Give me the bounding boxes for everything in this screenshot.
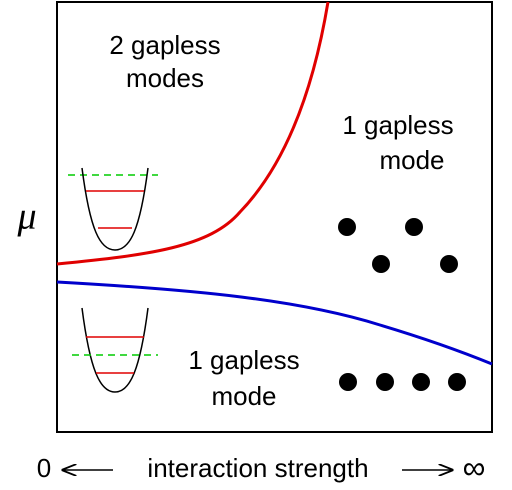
region-label: modes xyxy=(126,63,204,93)
x-label: interaction strength xyxy=(147,453,368,483)
region-label: 1 gapless xyxy=(188,345,299,375)
y-label: μ xyxy=(16,196,36,238)
line-dots xyxy=(339,373,466,391)
region-label: mode xyxy=(379,145,444,175)
upper-well xyxy=(68,168,158,250)
phase-diagram: 2 gapless modes 1 gapless mode 1 gapless… xyxy=(0,0,512,490)
zigzag-dots xyxy=(338,218,458,273)
region-label: mode xyxy=(211,381,276,411)
x-label-start: 0 xyxy=(37,453,51,483)
region-label: 2 gapless xyxy=(109,30,220,60)
lower-well xyxy=(72,308,158,392)
region-label: 1 gapless xyxy=(342,110,453,140)
x-label-end: ∞ xyxy=(463,449,486,485)
